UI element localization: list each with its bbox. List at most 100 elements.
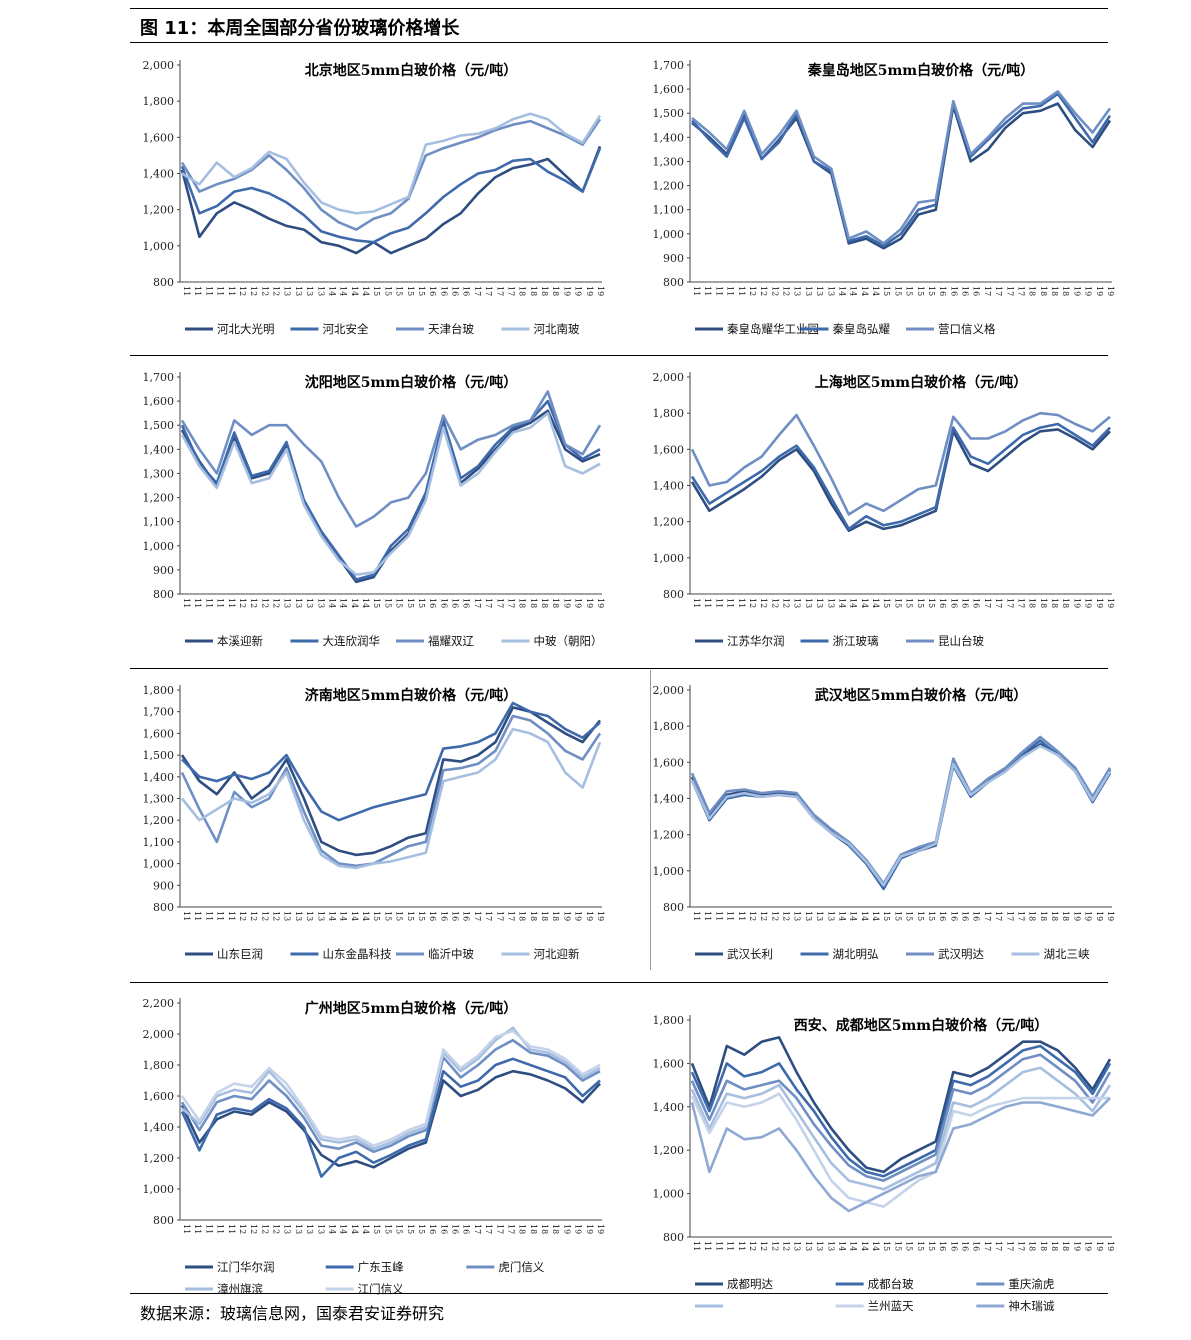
y-tick-label: 800 [153,1214,174,1227]
x-tick-label: 18 [1039,1241,1048,1251]
x-tick-label: 17 [994,1241,1003,1251]
series-line-4 [690,744,1112,887]
x-tick-label: 16 [949,1241,958,1251]
x-tick-label: 17 [1016,1241,1025,1251]
x-tick-label: 18 [529,911,538,921]
x-tick-label: 15 [893,598,902,608]
x-tick-label: 14 [871,286,880,296]
panel-shanghai: 上海地区5mm白玻价格（元/吨） 2,000 1,800 1,600 1,400 1,20… [640,362,1116,662]
series-line-5 [180,1029,601,1147]
x-tick-label: 18 [1061,286,1070,296]
panel-jinan: 济南地区5mm白玻价格（元/吨） 1,800 1,700 1,600 1,500 1,40… [130,675,606,975]
x-tick-label: 13 [305,1224,314,1234]
series-line-6 [690,1097,1111,1213]
y-tick-label: 800 [153,901,174,914]
legend-label: 临沂中玻 [428,947,474,961]
x-tick-label: 13 [826,1241,835,1251]
y-tick-label: 1,200 [653,516,685,529]
x-tick-label: 19 [574,1224,583,1234]
y-tick-label: 2,000 [143,1028,175,1041]
x-tick-label: 18 [551,1224,560,1234]
x-tick-label: 17 [1005,598,1014,608]
x-tick-label: 17 [495,911,504,921]
chart-shenyang: 沈阳地区5mm白玻价格（元/吨） 1,700 1,600 1,500 1,400 1,30… [143,371,606,648]
x-tick-label: 12 [748,1241,757,1251]
x-tick-label: 14 [361,286,370,296]
y-tick-label: 1,300 [143,793,175,806]
x-tick-label: 11 [737,1241,746,1251]
x-tick-label: 11 [204,911,213,921]
x-tick-label: 18 [1028,598,1037,608]
x-tick-label: 13 [316,286,325,296]
x-tick-label: 18 [551,598,560,608]
x-tick-label: 16 [949,598,958,608]
x-tick-label: 11 [726,911,735,921]
x-tick-label: 13 [316,598,325,608]
y-tick-label: 1,200 [653,1144,685,1157]
y-tick-label: 1,600 [653,443,685,456]
source-note: 数据来源：玻璃信息网，国泰君安证券研究 [140,1304,445,1323]
x-tick-label: 13 [316,1224,325,1234]
x-tick-label: 14 [327,911,336,921]
x-tick-label: 13 [804,286,813,296]
x-tick-label: 15 [372,1224,381,1234]
y-tick-label: 1,000 [653,228,685,241]
series-line-4 [180,727,602,870]
x-tick-label: 16 [949,911,958,921]
x-tick-label: 16 [439,911,448,921]
x-tick-label: 17 [484,598,493,608]
chart-jinan: 济南地区5mm白玻价格（元/吨） 1,800 1,700 1,600 1,500 1,40… [143,684,606,961]
x-tick-label: 16 [451,1224,460,1234]
legend-label: 江苏华尔润 [727,634,785,648]
series-line-2 [690,422,1111,531]
x-tick-label: 19 [562,1224,571,1234]
x-tick-label: 13 [804,911,813,921]
x-tick-label: 12 [260,286,269,296]
x-tick-label: 17 [506,598,515,608]
x-tick-label: 18 [529,286,538,296]
y-tick-label: 800 [153,588,174,601]
x-tick-label: 19 [596,1224,605,1234]
x-tick-label: 18 [1050,598,1059,608]
x-tick-label: 18 [1061,1241,1070,1251]
x-tick-label: 13 [305,598,314,608]
series-line-3 [691,90,1112,245]
x-tick-label: 18 [540,598,549,608]
x-tick-label: 11 [703,598,712,608]
x-tick-label: 12 [782,598,791,608]
x-tick-label: 11 [692,911,701,921]
x-tick-label: 17 [506,286,515,296]
y-tick-label: 1,600 [143,727,175,740]
chart-title: 上海地区5mm白玻价格（元/吨） [815,374,1027,391]
x-tick-label: 15 [417,286,426,296]
y-tick-label: 1,200 [143,1152,175,1165]
x-tick-label: 16 [428,911,437,921]
x-tick-label: 17 [994,598,1003,608]
x-tick-label: 13 [815,911,824,921]
x-tick-label: 16 [961,598,970,608]
chart-title: 北京地区5mm白玻价格（元/吨） [305,62,517,79]
series-line-3 [180,118,602,231]
y-tick-label: 1,400 [143,168,175,181]
legend-label: 山东巨润 [217,947,263,961]
x-tick-label: 14 [871,911,880,921]
x-tick-label: 15 [417,1224,426,1234]
x-tick-label: 14 [837,598,846,608]
x-tick-label: 19 [1106,911,1115,921]
series-line-1 [180,409,601,584]
y-tick-label: 1,100 [143,516,175,529]
legend-label: 兰州蓝天 [868,1299,914,1313]
x-tick-label: 13 [826,286,835,296]
y-tick-label: 1,400 [653,480,685,493]
legend-label: 重庆渝虎 [1008,1277,1054,1291]
legend-label: 浙江玻璃 [833,634,879,648]
x-tick-label: 15 [882,286,891,296]
x-tick-label: 15 [383,286,392,296]
x-tick-label: 19 [562,598,571,608]
series-line-1 [180,1069,601,1169]
x-tick-label: 15 [893,911,902,921]
x-tick-label: 17 [983,286,992,296]
title-rule [130,42,1108,43]
x-tick-label: 13 [793,598,802,608]
x-tick-label: 19 [1095,911,1104,921]
